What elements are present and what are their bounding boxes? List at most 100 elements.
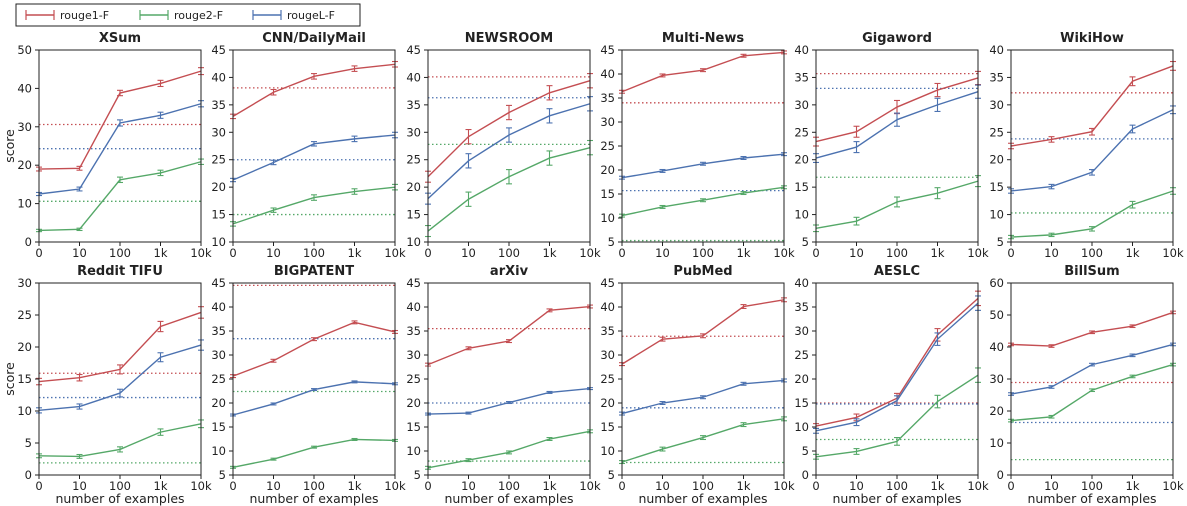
legend-item-rougeL-F: rougeL-F (252, 9, 335, 22)
y-tick-label: 35 (600, 324, 615, 338)
y-tick-label: 30 (211, 348, 226, 362)
error-bar (700, 161, 706, 166)
x-tick-label: 0 (229, 246, 236, 260)
series-line-rougeL-F (232, 381, 396, 416)
plot-frame (1010, 282, 1174, 476)
error-bar (700, 435, 706, 441)
error-bar (311, 445, 317, 449)
x-tick-label: 1k (348, 246, 362, 260)
x-tick-label: 1k (543, 246, 557, 260)
y-tick-label: 10 (794, 420, 809, 434)
y-tick-label: 20 (989, 153, 1004, 167)
y-tick-label: 30 (406, 348, 421, 362)
y-tick-label: 45 (211, 43, 226, 57)
error-bar (659, 336, 666, 342)
error-bar (351, 437, 358, 441)
x-tick-label: 10k (967, 479, 989, 493)
error-bar (506, 450, 512, 455)
error-bar (853, 141, 860, 154)
series-line-rouge2-F (1010, 363, 1174, 422)
error-bar (157, 428, 164, 436)
x-tick-label: 0 (812, 479, 819, 493)
error-bar (853, 125, 860, 138)
error-bar (351, 65, 358, 72)
x-tick-label: 0 (618, 479, 625, 493)
series-line-rouge2-F (427, 430, 591, 469)
x-tick-label: 1k (737, 479, 751, 493)
y-tick-label: 20 (17, 158, 32, 172)
y-tick-label: 15 (794, 396, 809, 410)
x-tick-label: 10k (967, 246, 989, 260)
panel-title: BIGPATENT (274, 264, 354, 279)
x-tick-label: 10k (190, 246, 212, 260)
y-tick-label: 10 (989, 208, 1004, 222)
error-bar (546, 150, 553, 166)
error-bar (351, 135, 358, 143)
error-bar (311, 388, 317, 392)
y-tick-label: 0 (25, 468, 32, 482)
error-bar (270, 358, 277, 363)
y-tick-label: 20 (211, 180, 226, 194)
error-bar (351, 188, 358, 195)
x-tick-label: 100 (1081, 246, 1103, 260)
y-tick-label: 30 (406, 125, 421, 139)
error-bar (76, 453, 83, 459)
y-tick-label: 30 (989, 372, 1004, 386)
y-tick-label: 45 (406, 43, 421, 57)
legend-label: rouge2-F (174, 9, 223, 22)
error-bar (76, 403, 83, 410)
error-bar (740, 304, 747, 309)
error-bar (465, 153, 472, 169)
y-tick-label: 25 (406, 372, 421, 386)
x-tick-label: 100 (886, 246, 908, 260)
x-tick-label: 0 (229, 479, 236, 493)
y-tick-label: 20 (406, 396, 421, 410)
x-tick-label: 100 (886, 479, 908, 493)
y-tick-label: 40 (989, 340, 1004, 354)
error-bar (465, 346, 472, 351)
x-tick-label: 1k (1126, 246, 1140, 260)
chart-panel-7: BIGPATENT 5 10 15 20 25 30 35 40 45 0 10 100 1k 10k num… (211, 264, 406, 506)
series-line-rouge2-F (232, 186, 396, 225)
x-tick-label: 1k (931, 479, 945, 493)
y-tick-label: 30 (600, 348, 615, 362)
y-tick-label: 5 (997, 235, 1004, 249)
error-bar (700, 395, 706, 400)
y-tick-label: 30 (17, 276, 32, 290)
error-bar (1048, 385, 1055, 389)
y-tick-label: 15 (600, 420, 615, 434)
y-tick-label: 0 (25, 235, 32, 249)
error-bar (1129, 200, 1136, 209)
y-tick-label: 0 (997, 468, 1004, 482)
error-bar (506, 127, 512, 143)
x-tick-label: 1k (737, 246, 751, 260)
x-tick-label: 100 (109, 246, 131, 260)
error-bar (465, 458, 472, 463)
error-bar (546, 308, 553, 313)
x-tick-label: 10 (1044, 479, 1059, 493)
y-tick-label: 5 (414, 468, 421, 482)
y-tick-label: 20 (17, 340, 32, 354)
error-bar (76, 186, 83, 192)
x-tick-label: 1k (1126, 479, 1140, 493)
y-tick-label: 25 (989, 125, 1004, 139)
error-bar (157, 320, 164, 333)
y-tick-label: 10 (406, 444, 421, 458)
y-tick-label: 35 (989, 70, 1004, 84)
y-tick-label: 20 (600, 396, 615, 410)
y-tick-label: 15 (211, 208, 226, 222)
series-line-rougeL-F (815, 302, 979, 432)
y-tick-label: 20 (794, 372, 809, 386)
y-tick-label: 20 (794, 153, 809, 167)
y-tick-label: 35 (794, 70, 809, 84)
y-tick-label: 5 (608, 468, 615, 482)
y-tick-label: 5 (802, 235, 809, 249)
series-line-rouge1-F (232, 321, 396, 377)
y-tick-label: 40 (600, 300, 615, 314)
x-tick-label: 0 (618, 246, 625, 260)
error-bar (117, 388, 123, 398)
plot-frame (427, 282, 591, 476)
plot-frame (621, 49, 785, 243)
